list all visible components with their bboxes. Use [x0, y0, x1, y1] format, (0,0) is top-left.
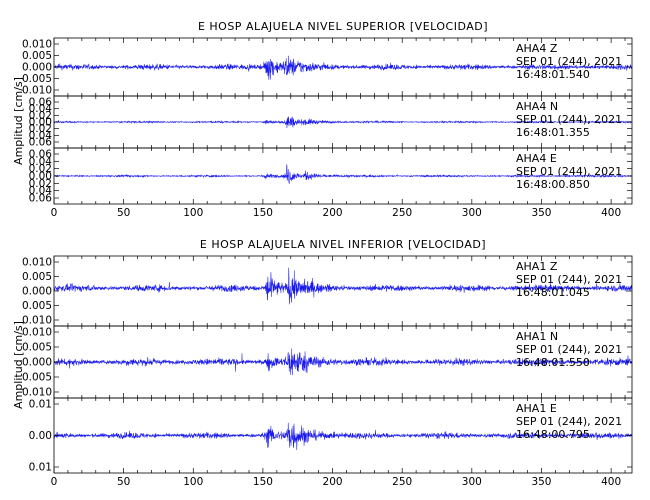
x-tick-label: 0	[51, 207, 58, 219]
y-axis-label: Amplitud [cm/s]	[12, 321, 25, 409]
x-tick-label: 350	[531, 207, 551, 219]
station-label: AHA1 E	[516, 402, 557, 415]
panel-title: E HOSP ALAJUELA NIVEL INFERIOR [VELOCIDA…	[200, 238, 486, 251]
waveform-line	[53, 422, 633, 451]
waveform-line	[53, 55, 633, 80]
y-tick-label: 0.00	[29, 171, 52, 183]
y-tick-label: 0.000	[22, 286, 52, 298]
panel-lower: E HOSP ALAJUELA NIVEL INFERIOR [VELOCIDA…	[12, 238, 633, 488]
date-label: SEP 01 (244), 2021	[516, 55, 622, 68]
x-tick-label: 350	[531, 476, 551, 488]
x-tick-label: 0	[51, 476, 58, 488]
y-tick-label: 0.02	[29, 163, 52, 175]
date-label: SEP 01 (244), 2021	[516, 113, 622, 126]
x-tick-label: 50	[117, 476, 130, 488]
y-tick-label: 0.06	[29, 149, 53, 161]
station-label: AHA4 N	[516, 100, 558, 113]
station-label: AHA4 E	[516, 152, 557, 165]
y-tick-label: 0.000	[22, 62, 52, 74]
x-tick-label: 250	[392, 476, 412, 488]
y-tick-label: 0.01	[29, 462, 52, 474]
time-label: 16:48:01.550	[516, 356, 590, 369]
x-tick-label: 50	[117, 207, 130, 219]
x-tick-label: 250	[392, 207, 412, 219]
date-label: SEP 01 (244), 2021	[516, 165, 622, 178]
y-tick-label: 0.04	[29, 185, 53, 197]
date-label: SEP 01 (244), 2021	[516, 415, 622, 428]
x-tick-label: 100	[183, 476, 203, 488]
y-tick-label: 0.005	[22, 271, 52, 283]
time-label: 16:48:01.045	[516, 286, 590, 299]
y-tick-label: 0.00	[29, 430, 52, 442]
y-tick-label: 0.005	[22, 73, 52, 85]
x-tick-label: 200	[323, 476, 343, 488]
y-tick-label: 0.000	[22, 357, 52, 369]
y-tick-label: 0.005	[22, 50, 52, 62]
station-label: AHA1 N	[516, 330, 558, 343]
y-tick-label: 0.02	[29, 123, 52, 135]
panel-title: E HOSP ALAJUELA NIVEL SUPERIOR [VELOCIDA…	[198, 20, 488, 33]
y-tick-label: 0.02	[29, 110, 52, 122]
x-tick-label: 150	[253, 476, 273, 488]
time-label: 16:48:00.795	[516, 428, 590, 441]
waveform-line	[53, 267, 633, 305]
waveform-line	[53, 164, 633, 184]
x-tick-label: 100	[183, 207, 203, 219]
y-tick-label: 0.06	[29, 97, 53, 109]
y-tick-label: 0.04	[29, 103, 53, 115]
panel-upper: E HOSP ALAJUELA NIVEL SUPERIOR [VELOCIDA…	[12, 20, 633, 219]
y-tick-label: 0.04	[29, 130, 53, 142]
y-tick-label: 0.010	[22, 387, 52, 399]
x-tick-label: 300	[462, 476, 482, 488]
y-tick-label: 0.06	[29, 193, 53, 205]
x-tick-label: 400	[601, 207, 621, 219]
time-label: 16:48:01.540	[516, 68, 590, 81]
y-tick-label: 0.005	[22, 372, 52, 384]
time-label: 16:48:01.355	[516, 126, 590, 139]
y-tick-label: 0.005	[22, 342, 52, 354]
y-tick-label: 0.00	[29, 117, 52, 129]
y-tick-label: 0.04	[29, 156, 53, 168]
date-label: SEP 01 (244), 2021	[516, 273, 622, 286]
y-tick-label: 0.02	[29, 178, 52, 190]
station-label: AHA1 Z	[516, 260, 558, 273]
y-tick-label: 0.005	[22, 300, 52, 312]
y-tick-label: 0.010	[22, 315, 52, 327]
y-tick-label: 0.010	[22, 327, 52, 339]
waveform-line	[53, 348, 633, 376]
y-tick-label: 0.01	[29, 399, 52, 411]
x-tick-label: 150	[253, 207, 273, 219]
x-tick-label: 400	[601, 476, 621, 488]
y-tick-label: 0.010	[22, 85, 52, 97]
y-axis-label: Amplitud [cm/s]	[12, 77, 25, 165]
y-tick-label: 0.010	[22, 39, 52, 51]
date-label: SEP 01 (244), 2021	[516, 343, 622, 356]
station-label: AHA4 Z	[516, 42, 558, 55]
x-tick-label: 300	[462, 207, 482, 219]
y-tick-label: 0.010	[22, 257, 52, 269]
waveform-line	[53, 116, 633, 129]
time-label: 16:48:00.850	[516, 178, 590, 191]
x-tick-label: 200	[323, 207, 343, 219]
y-tick-label: 0.06	[29, 137, 53, 149]
